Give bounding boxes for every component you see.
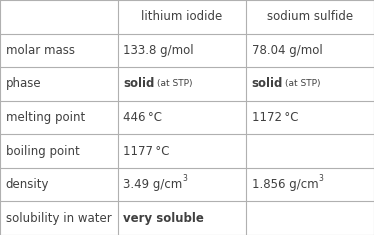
Text: molar mass: molar mass <box>6 44 74 57</box>
Text: (at STP): (at STP) <box>285 79 321 88</box>
Text: 133.8 g/mol: 133.8 g/mol <box>123 44 194 57</box>
Text: 1.856 g/cm: 1.856 g/cm <box>252 178 318 191</box>
Text: 3: 3 <box>318 174 323 183</box>
Text: 3: 3 <box>183 174 187 183</box>
Text: solid: solid <box>123 77 155 90</box>
Text: boiling point: boiling point <box>6 145 79 158</box>
Text: 1177 °C: 1177 °C <box>123 145 170 158</box>
Text: sodium sulfide: sodium sulfide <box>267 10 353 23</box>
Text: 78.04 g/mol: 78.04 g/mol <box>252 44 322 57</box>
Text: solid: solid <box>252 77 283 90</box>
Text: 1172 °C: 1172 °C <box>252 111 298 124</box>
Text: phase: phase <box>6 77 41 90</box>
Text: very soluble: very soluble <box>123 212 204 225</box>
Text: solubility in water: solubility in water <box>6 212 111 225</box>
Text: 446 °C: 446 °C <box>123 111 162 124</box>
Text: lithium iodide: lithium iodide <box>141 10 223 23</box>
Text: (at STP): (at STP) <box>157 79 192 88</box>
Text: melting point: melting point <box>6 111 85 124</box>
Text: density: density <box>6 178 49 191</box>
Text: 3.49 g/cm: 3.49 g/cm <box>123 178 183 191</box>
